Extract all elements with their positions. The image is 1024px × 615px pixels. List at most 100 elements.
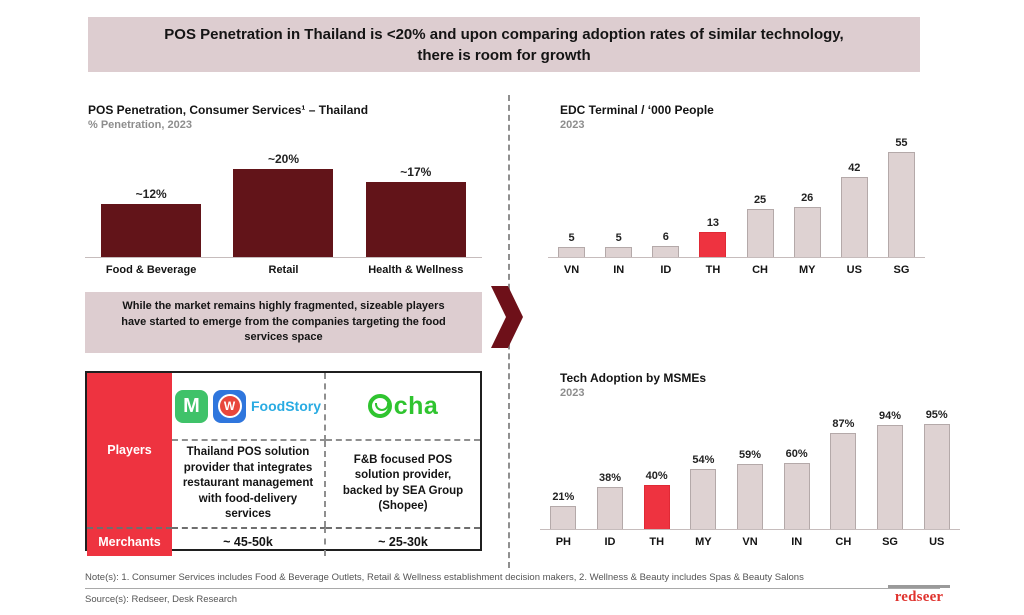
tech_adoption-column-in: 60% xyxy=(773,404,820,529)
bar-category-label: MY xyxy=(798,264,816,276)
tech_adoption-column-ph: 21% xyxy=(540,404,587,529)
bar-category-label: TH xyxy=(705,264,721,276)
pos_penetration-column-retail: ~20% xyxy=(217,140,349,257)
bar-value-label: 60% xyxy=(785,448,808,460)
pos-chart-title: POS Penetration, Consumer Services¹ – Th… xyxy=(88,103,369,117)
bar xyxy=(652,246,680,257)
bar xyxy=(887,152,915,257)
edc_terminal-column-sg: 55 xyxy=(878,134,925,257)
bar-value-label: 5 xyxy=(568,232,575,244)
bar-value-label: 40% xyxy=(645,470,668,482)
edc_terminal-column-my: 26 xyxy=(784,134,831,257)
bar-category-label: SG xyxy=(893,264,910,276)
bar xyxy=(550,506,577,529)
edc_terminal-column-us: 42 xyxy=(831,134,878,257)
bar-value-label: 13 xyxy=(706,217,720,229)
bar xyxy=(558,247,586,257)
msme-chart-plot-area: 21% 38% 40% 54% 59% 60% 87% 94% 95% xyxy=(540,404,960,530)
msme-chart-category-axis: PH ID TH MY VN IN CH SG US xyxy=(540,530,960,548)
bar-value-label: 21% xyxy=(552,491,575,503)
foodstory-w-glyph: W xyxy=(217,394,242,418)
tech_adoption-column-id: 38% xyxy=(587,404,634,529)
edc-chart-subtitle: 2023 xyxy=(560,119,585,131)
bar-category-label: VN xyxy=(563,264,580,276)
edc_terminal-column-vn: 5 xyxy=(548,134,595,257)
players-row-label: Players xyxy=(87,373,172,527)
bar-category-label: Health & Wellness xyxy=(368,264,464,276)
bar-value-label: 42 xyxy=(848,162,861,174)
bar-category-label: Retail xyxy=(268,264,299,276)
merchants-row-label: Merchants xyxy=(87,526,172,556)
bar xyxy=(840,177,868,257)
bar-category-label: SG xyxy=(882,536,898,548)
bar-value-label: 26 xyxy=(801,192,814,204)
tech_adoption-column-sg: 94% xyxy=(867,404,914,529)
bar xyxy=(605,247,633,257)
bar-category-label: PH xyxy=(555,536,571,548)
pos-chart-subtitle: % Penetration, 2023 xyxy=(88,119,192,131)
bar xyxy=(643,485,670,529)
ocha-wordmark: cha xyxy=(393,391,439,420)
bar-category-label: IN xyxy=(613,264,625,276)
bar xyxy=(737,464,764,529)
chevron-right-arrow-icon xyxy=(491,286,523,348)
pos-chart-plot-area: ~12% ~20% ~17% xyxy=(85,140,482,258)
bar-category-label: IN xyxy=(791,536,803,548)
bar-category-label: US xyxy=(846,264,862,276)
bar xyxy=(793,207,821,257)
pos-chart-category-axis: Food & Beverage Retail Health & Wellness xyxy=(85,258,482,276)
bar xyxy=(923,424,950,529)
msme-chart-subtitle: 2023 xyxy=(560,387,585,399)
tech_adoption-column-my: 54% xyxy=(680,404,727,529)
bar-value-label: 87% xyxy=(832,418,855,430)
pos-penetration-chart: ~12% ~20% ~17% Food & Beverage Retail Health… xyxy=(85,140,482,276)
bar-value-label: 5 xyxy=(615,232,622,244)
footnote: Note(s): 1. Consumer Services includes F… xyxy=(85,572,804,583)
market-fragmentation-callout: While the market remains highly fragment… xyxy=(85,292,482,353)
bar-category-label: VN xyxy=(742,536,758,548)
bar xyxy=(101,204,202,257)
bar-value-label: 54% xyxy=(692,454,715,466)
players-table: Players M W FoodStory cha Thailand POS s… xyxy=(85,371,482,556)
slide-title-banner: POS Penetration in Thailand is <20% and … xyxy=(88,17,920,72)
source-note: Source(s): Redseer, Desk Research xyxy=(85,594,238,605)
bar xyxy=(690,469,717,529)
ocha-merchant-count: ~ 25-30k xyxy=(326,526,480,556)
bar xyxy=(783,463,810,529)
ocha-logo: cha xyxy=(367,391,439,421)
edc-chart-category-axis: VN IN ID TH CH MY US SG xyxy=(548,258,925,276)
bar xyxy=(365,182,466,257)
wongnai-m-app-icon: M xyxy=(175,389,208,423)
bar-value-label: ~12% xyxy=(135,187,167,201)
bar xyxy=(699,232,727,257)
bar-category-label: MY xyxy=(695,536,712,548)
bar-value-label: ~17% xyxy=(400,165,432,179)
bar xyxy=(877,425,904,529)
foodstory-wordmark: FoodStory xyxy=(251,398,321,414)
edc_terminal-column-in: 5 xyxy=(595,134,642,257)
tech-adoption-chart: 21% 38% 40% 54% 59% 60% 87% 94% 95% PH ID TH MY VN IN… xyxy=(540,404,960,548)
bar-value-label: 25 xyxy=(753,194,767,206)
bar xyxy=(233,169,334,257)
foodstory-description: Thailand POS solution provider that inte… xyxy=(172,441,326,527)
bar xyxy=(597,487,623,529)
tech_adoption-column-us: 95% xyxy=(913,404,960,529)
redseer-logo: redseer xyxy=(888,585,950,606)
ocha-smiley-o-icon xyxy=(367,394,392,418)
edc_terminal-column-id: 6 xyxy=(642,134,689,257)
msme-chart-title: Tech Adoption by MSMEs xyxy=(560,371,706,385)
bar xyxy=(746,209,774,257)
foodstory-w-app-icon: W xyxy=(213,389,246,423)
pos_penetration-column-food-beverage: ~12% xyxy=(85,140,217,257)
bar-category-label: Food & Beverage xyxy=(105,264,197,276)
bar-value-label: ~20% xyxy=(267,152,299,166)
bar-value-label: 95% xyxy=(925,409,948,421)
bar-value-label: 38% xyxy=(598,472,622,484)
edc-chart-plot-area: 5 5 6 13 25 26 42 55 xyxy=(548,134,925,258)
bar-category-label: CH xyxy=(752,264,768,276)
tech_adoption-column-vn: 59% xyxy=(727,404,774,529)
bar-category-label: US xyxy=(929,536,945,548)
bar-category-label: TH xyxy=(649,536,665,548)
bar-value-label: 59% xyxy=(739,449,762,461)
pos_penetration-column-health-wellness: ~17% xyxy=(350,140,482,257)
